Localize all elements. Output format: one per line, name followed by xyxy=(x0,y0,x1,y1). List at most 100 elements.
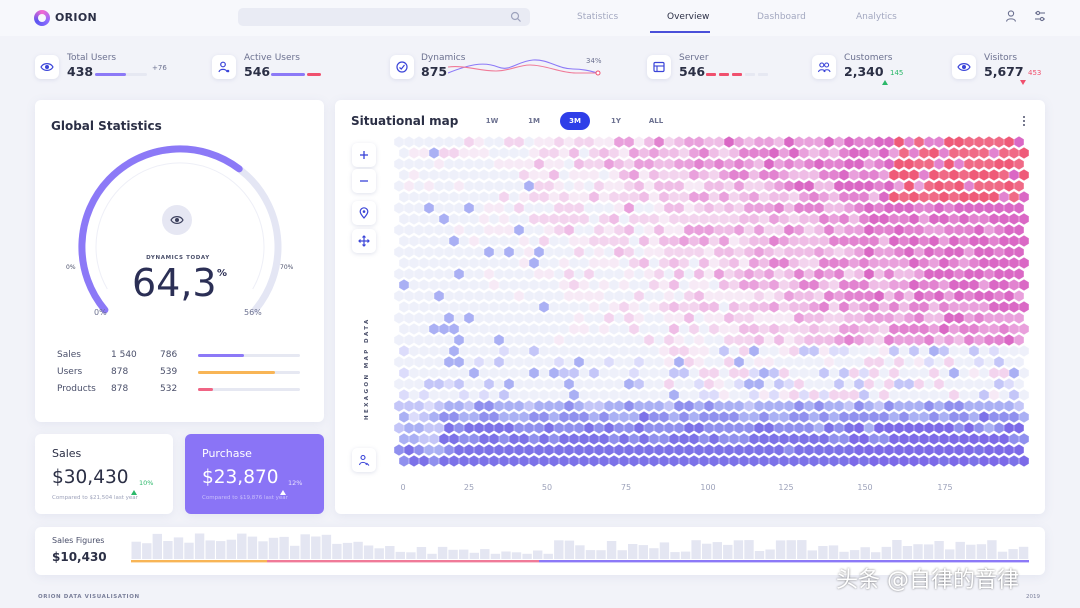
locate-button[interactable] xyxy=(352,201,376,225)
hex-cell xyxy=(774,158,784,170)
hex-cell xyxy=(1009,323,1019,335)
hex-cell xyxy=(1009,433,1019,445)
hex-cell xyxy=(854,158,864,170)
hex-cell xyxy=(424,202,434,214)
hex-cell xyxy=(724,422,734,434)
hex-cell xyxy=(769,257,779,269)
hex-cell xyxy=(434,356,444,368)
hex-cell xyxy=(669,191,679,203)
range-3m-button[interactable]: 3M xyxy=(560,112,590,130)
hex-cell xyxy=(414,334,424,346)
hex-cell xyxy=(864,180,874,192)
range-1m-button[interactable]: 1M xyxy=(528,117,540,125)
hex-cell xyxy=(494,246,504,258)
settings-sliders-icon[interactable] xyxy=(1033,9,1047,23)
range-1y-button[interactable]: 1Y xyxy=(611,117,621,125)
hex-cell xyxy=(644,356,654,368)
hex-cell xyxy=(969,323,979,335)
hex-cell xyxy=(399,147,409,159)
hex-cell xyxy=(719,235,729,247)
hex-cell xyxy=(419,455,429,467)
hex-cell xyxy=(459,235,469,247)
hex-cell xyxy=(759,345,769,357)
hex-cell xyxy=(494,444,504,456)
hex-cell xyxy=(424,312,434,324)
hex-cell xyxy=(504,356,514,368)
hex-cell xyxy=(604,180,614,192)
hex-cell xyxy=(614,158,624,170)
hex-cell xyxy=(629,235,639,247)
hex-cell xyxy=(574,334,584,346)
hex-cell xyxy=(604,158,614,170)
hex-cell xyxy=(614,136,624,148)
hex-cell xyxy=(684,202,694,214)
hex-cell xyxy=(824,136,834,148)
sales-bar xyxy=(744,540,754,559)
hex-cell xyxy=(924,246,934,258)
hex-cell xyxy=(629,301,639,313)
hex-cell xyxy=(974,334,984,346)
hex-cell xyxy=(554,202,564,214)
hex-cell xyxy=(994,378,1004,390)
hex-cell xyxy=(964,378,974,390)
hex-cell xyxy=(569,323,579,335)
footer-brand: ORION DATA VISUALISATION xyxy=(38,594,140,600)
pan-button[interactable] xyxy=(352,229,376,253)
more-options-icon[interactable] xyxy=(1020,114,1028,128)
hex-cell xyxy=(499,345,509,357)
hex-cell xyxy=(569,169,579,181)
nav-overview[interactable]: Overview xyxy=(667,12,710,22)
sales-bar xyxy=(807,550,817,559)
hex-cell xyxy=(924,378,934,390)
hex-cell xyxy=(859,257,869,269)
hex-cell xyxy=(914,334,924,346)
hex-cell xyxy=(474,224,484,236)
hex-cell xyxy=(569,191,579,203)
row-label-sales: Sales xyxy=(57,350,81,360)
hex-cell xyxy=(489,367,499,379)
range-all-button[interactable]: ALL xyxy=(648,117,664,125)
hex-cell xyxy=(449,257,459,269)
hex-cell xyxy=(1009,257,1019,269)
search-input[interactable] xyxy=(238,8,530,26)
hex-cell xyxy=(719,411,729,423)
hex-cell xyxy=(514,400,524,412)
hex-cell xyxy=(994,224,1004,236)
hex-cell xyxy=(449,169,459,181)
hex-cell xyxy=(429,213,439,225)
range-1w-button[interactable]: 1W xyxy=(485,117,499,125)
nav-analytics[interactable]: Analytics xyxy=(856,12,897,22)
zoom-out-button[interactable] xyxy=(352,169,376,193)
hex-cell xyxy=(629,279,639,291)
user-icon[interactable] xyxy=(1004,9,1018,23)
hex-cell xyxy=(709,235,719,247)
hex-cell xyxy=(839,455,849,467)
hex-cell xyxy=(869,301,879,313)
hex-cell xyxy=(494,224,504,236)
hex-cell xyxy=(859,191,869,203)
gauge-label-right-outer: 70% xyxy=(280,264,294,271)
zoom-in-button[interactable] xyxy=(352,143,376,167)
hex-cell xyxy=(574,400,584,412)
hex-cell xyxy=(629,323,639,335)
hexagon-map[interactable] xyxy=(392,136,1032,476)
hex-cell xyxy=(779,235,789,247)
hex-cell xyxy=(554,356,564,368)
hex-cell xyxy=(574,158,584,170)
nav-statistics[interactable]: Statistics xyxy=(577,12,619,22)
hex-cell xyxy=(764,422,774,434)
hex-cell xyxy=(699,367,709,379)
nav-dashboard[interactable]: Dashboard xyxy=(757,12,806,22)
gauge-value: 64,3 xyxy=(132,261,217,305)
gauge-eye-button[interactable] xyxy=(162,205,192,235)
hex-cell xyxy=(634,268,644,280)
hex-cell xyxy=(559,323,569,335)
map-user-button[interactable] xyxy=(352,448,376,472)
hex-cell xyxy=(484,158,494,170)
hex-cell xyxy=(674,202,684,214)
hex-cell xyxy=(969,367,979,379)
hex-cell xyxy=(659,169,669,181)
hex-cell xyxy=(924,356,934,368)
hex-cell xyxy=(874,422,884,434)
hex-cell xyxy=(929,323,939,335)
